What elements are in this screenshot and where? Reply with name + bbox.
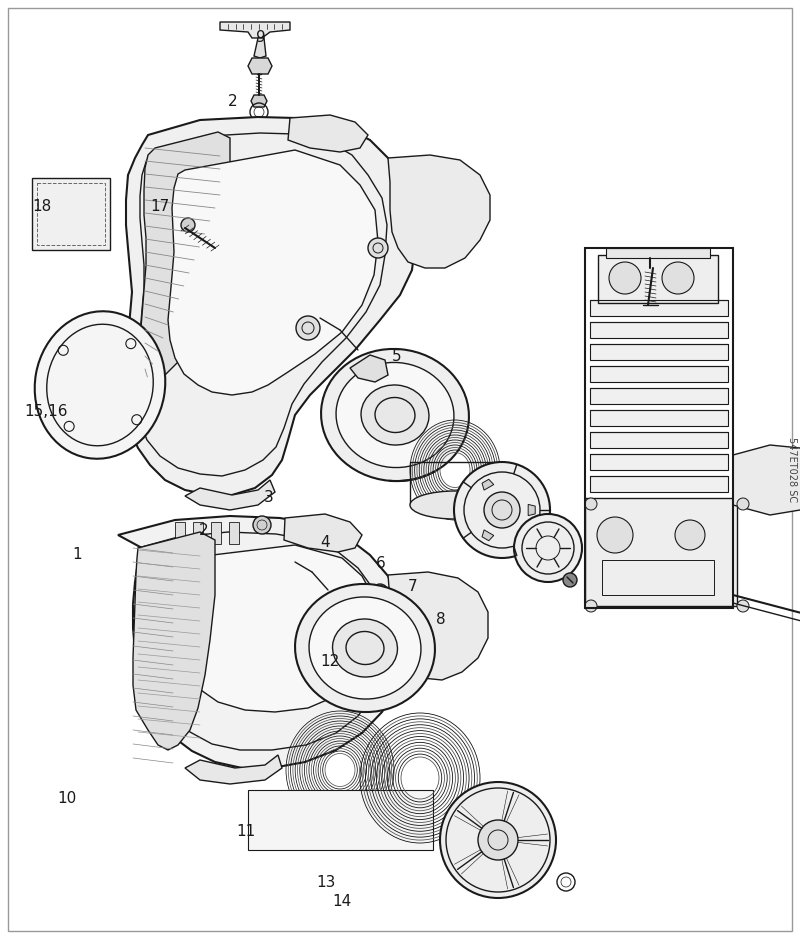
Circle shape: [585, 498, 597, 510]
Ellipse shape: [321, 349, 469, 481]
Text: 9: 9: [256, 30, 266, 45]
Bar: [590, 476, 728, 492]
Bar: [590, 366, 728, 382]
Text: 17: 17: [150, 199, 170, 214]
Polygon shape: [350, 355, 388, 382]
Bar: [585, 248, 733, 608]
Bar: [606, 248, 710, 258]
Polygon shape: [284, 514, 362, 552]
Text: 13: 13: [316, 875, 335, 890]
Polygon shape: [185, 480, 275, 510]
Text: 11: 11: [236, 824, 255, 839]
Text: 5: 5: [392, 349, 402, 364]
Bar: [229, 522, 239, 544]
Circle shape: [368, 238, 388, 258]
Ellipse shape: [34, 311, 166, 459]
Polygon shape: [388, 155, 490, 268]
Circle shape: [563, 573, 577, 587]
Text: 14: 14: [332, 894, 351, 909]
Polygon shape: [220, 22, 290, 38]
Bar: [590, 388, 728, 404]
Polygon shape: [185, 755, 282, 784]
Circle shape: [484, 492, 520, 528]
Polygon shape: [528, 504, 535, 516]
Circle shape: [372, 584, 388, 600]
Polygon shape: [251, 95, 267, 107]
Circle shape: [310, 628, 330, 648]
Circle shape: [597, 517, 633, 553]
Circle shape: [440, 782, 556, 898]
Ellipse shape: [361, 385, 429, 445]
Text: 3: 3: [264, 490, 274, 505]
Polygon shape: [118, 516, 405, 768]
Circle shape: [514, 514, 582, 582]
Circle shape: [737, 600, 749, 612]
Bar: [248, 790, 433, 850]
Text: 8: 8: [436, 612, 446, 627]
Polygon shape: [254, 38, 266, 58]
Text: 4: 4: [320, 535, 330, 550]
Polygon shape: [168, 150, 378, 395]
Polygon shape: [248, 58, 272, 74]
Bar: [590, 432, 728, 448]
Bar: [602, 560, 714, 595]
Text: 12: 12: [320, 654, 339, 670]
Bar: [590, 300, 728, 316]
Bar: [37, 183, 105, 245]
Bar: [585, 498, 737, 606]
Bar: [590, 454, 728, 470]
Polygon shape: [133, 532, 215, 750]
Text: 18: 18: [32, 199, 51, 214]
Bar: [590, 344, 728, 360]
Circle shape: [181, 218, 195, 232]
Circle shape: [662, 262, 694, 294]
Ellipse shape: [333, 619, 398, 677]
Polygon shape: [125, 117, 415, 495]
Polygon shape: [140, 132, 230, 385]
Polygon shape: [482, 530, 494, 541]
Bar: [32, 178, 110, 250]
Ellipse shape: [410, 491, 500, 519]
Ellipse shape: [309, 597, 421, 699]
Ellipse shape: [336, 362, 454, 468]
Text: 15,16: 15,16: [24, 404, 67, 419]
Polygon shape: [288, 115, 368, 152]
Text: 10: 10: [58, 791, 77, 806]
Text: 547ET028 SC: 547ET028 SC: [787, 438, 797, 502]
Circle shape: [737, 498, 749, 510]
Polygon shape: [733, 445, 800, 515]
Circle shape: [296, 316, 320, 340]
Circle shape: [585, 600, 597, 612]
Polygon shape: [176, 545, 378, 712]
Text: 7: 7: [408, 579, 418, 594]
Text: 1: 1: [72, 546, 82, 562]
Polygon shape: [482, 479, 494, 490]
Circle shape: [609, 262, 641, 294]
Polygon shape: [388, 572, 488, 680]
Circle shape: [478, 820, 518, 860]
Circle shape: [253, 516, 271, 534]
Bar: [590, 322, 728, 338]
Bar: [211, 522, 221, 544]
Circle shape: [675, 520, 705, 550]
Text: 6: 6: [376, 556, 386, 571]
Bar: [590, 410, 728, 426]
Bar: [193, 522, 203, 544]
Text: 2: 2: [198, 523, 208, 538]
Circle shape: [454, 462, 550, 558]
Text: 2: 2: [228, 94, 238, 109]
Bar: [598, 255, 718, 303]
Ellipse shape: [295, 584, 435, 712]
Bar: [175, 522, 185, 544]
